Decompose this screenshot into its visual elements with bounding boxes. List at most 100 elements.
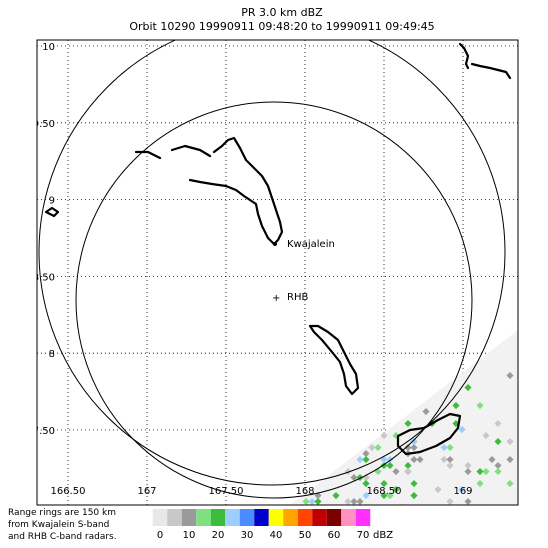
colorbar-cell [297,509,313,526]
echo-pixel [410,479,418,488]
lat-label: 10 [42,42,55,53]
radar-echoes [290,330,518,505]
lat-label: 7.50 [33,426,55,437]
echo-pixel [410,492,418,500]
colorbar-label: 60 [328,530,341,541]
echo-pixel [440,444,448,452]
echo-pixel [410,443,418,452]
colorbar-cell [254,509,269,526]
colorbar-label: 50 [299,530,312,541]
station-marker: + [272,293,280,304]
echo-pixel [494,462,502,470]
colorbar-unit: dBZ [373,530,393,541]
echo-pixel [476,402,484,410]
lat-label: 9 [49,196,55,207]
atoll [44,206,60,218]
atoll [308,324,360,396]
echo-pixel [356,498,364,505]
colorbar-label: 0 [157,530,163,541]
echo-pixel [374,444,382,452]
echo-pixel [464,383,472,392]
colorbar-cell [210,509,226,526]
echo-pixel [458,486,466,494]
echo-pixel [332,492,340,500]
plot-area: Kwajalein + RHB 10 9.50 9 8.50 8 7.50 166.50 16… [33,40,518,505]
echo-pixel [494,438,502,446]
echo-pixel [314,498,322,505]
echo-pixel [410,437,418,446]
echo-pixel [494,420,502,428]
lon-label: 167 [137,486,156,497]
grid [37,40,518,505]
stations: Kwajalein + RHB [272,239,335,304]
echo-pixel [404,420,412,428]
colorbar-cell [196,509,211,526]
echo-pixel [482,468,490,476]
echo-pixel [506,372,514,380]
echo-pixel [464,461,472,470]
atoll [458,42,512,80]
echo-pixel [386,492,394,500]
echo-pixel [362,455,370,464]
echo-pixel [464,497,472,505]
colorbar-cell [268,509,284,526]
colorbar-cell [312,509,327,526]
echo-pixel [362,449,370,458]
colorbar-cell [239,509,255,526]
echo-pixel [506,438,514,446]
echo-pixel [392,485,400,494]
echo-pixel [446,462,454,470]
echo-pixel [440,455,448,464]
colorbar-label: 10 [183,530,196,541]
echo-pixel [506,455,514,464]
echo-pixel [488,456,496,464]
echo-pixel [404,462,412,470]
echo-pixel [362,491,370,500]
station-marker [273,242,277,246]
lon-label: 166.50 [51,486,86,497]
colorbar-cell [225,509,240,526]
echo-pixel [446,456,454,464]
coastlines [44,42,512,456]
colorbar: 0 10 20 30 40 50 60 70 dBZ [152,509,393,541]
range-ring-rhb [75,101,473,499]
echo-pixel [458,425,466,434]
echo-pixel [380,431,388,440]
colorbar-cell [341,509,356,526]
axis-labels: 10 9.50 9 8.50 8 7.50 166.50 167 167.50 168 168.50… [33,42,473,497]
echo-pixel [506,480,514,488]
station-label: RHB [287,292,308,303]
echo-pixel [410,456,418,464]
echo-pixel [308,497,316,505]
echo-pixel [476,480,484,488]
echo-pixel [350,498,358,505]
echo-pixel [392,468,400,476]
echo-pixel [344,497,352,505]
echo-pixel [380,480,388,488]
colorbar-cell [326,509,342,526]
lat-label: 9.50 [33,119,55,130]
echo-pixel [416,456,424,464]
echo-pixel [302,498,310,505]
echo-pixel [434,485,442,494]
echo-pixel [380,492,388,500]
colorbar-cell [181,509,197,526]
echo-pixel [422,408,430,416]
station-label: Kwajalein [287,239,335,250]
lon-label: 167.50 [209,486,244,497]
colorbar-cell [152,509,168,526]
atoll [396,412,462,456]
echo-pixel [452,401,460,410]
echo-pixel [404,468,412,476]
lon-label: 169 [453,486,472,497]
colorbar-cell [283,509,298,526]
colorbar-label: 30 [241,530,254,541]
echo-pixel [446,498,454,505]
echo-pixel [362,479,370,488]
colorbar-label: 70 [357,530,370,541]
echo-pixel [476,468,484,476]
range-ring-kwajalein [38,40,506,486]
echo-pixel [368,443,376,452]
atoll [134,136,284,246]
